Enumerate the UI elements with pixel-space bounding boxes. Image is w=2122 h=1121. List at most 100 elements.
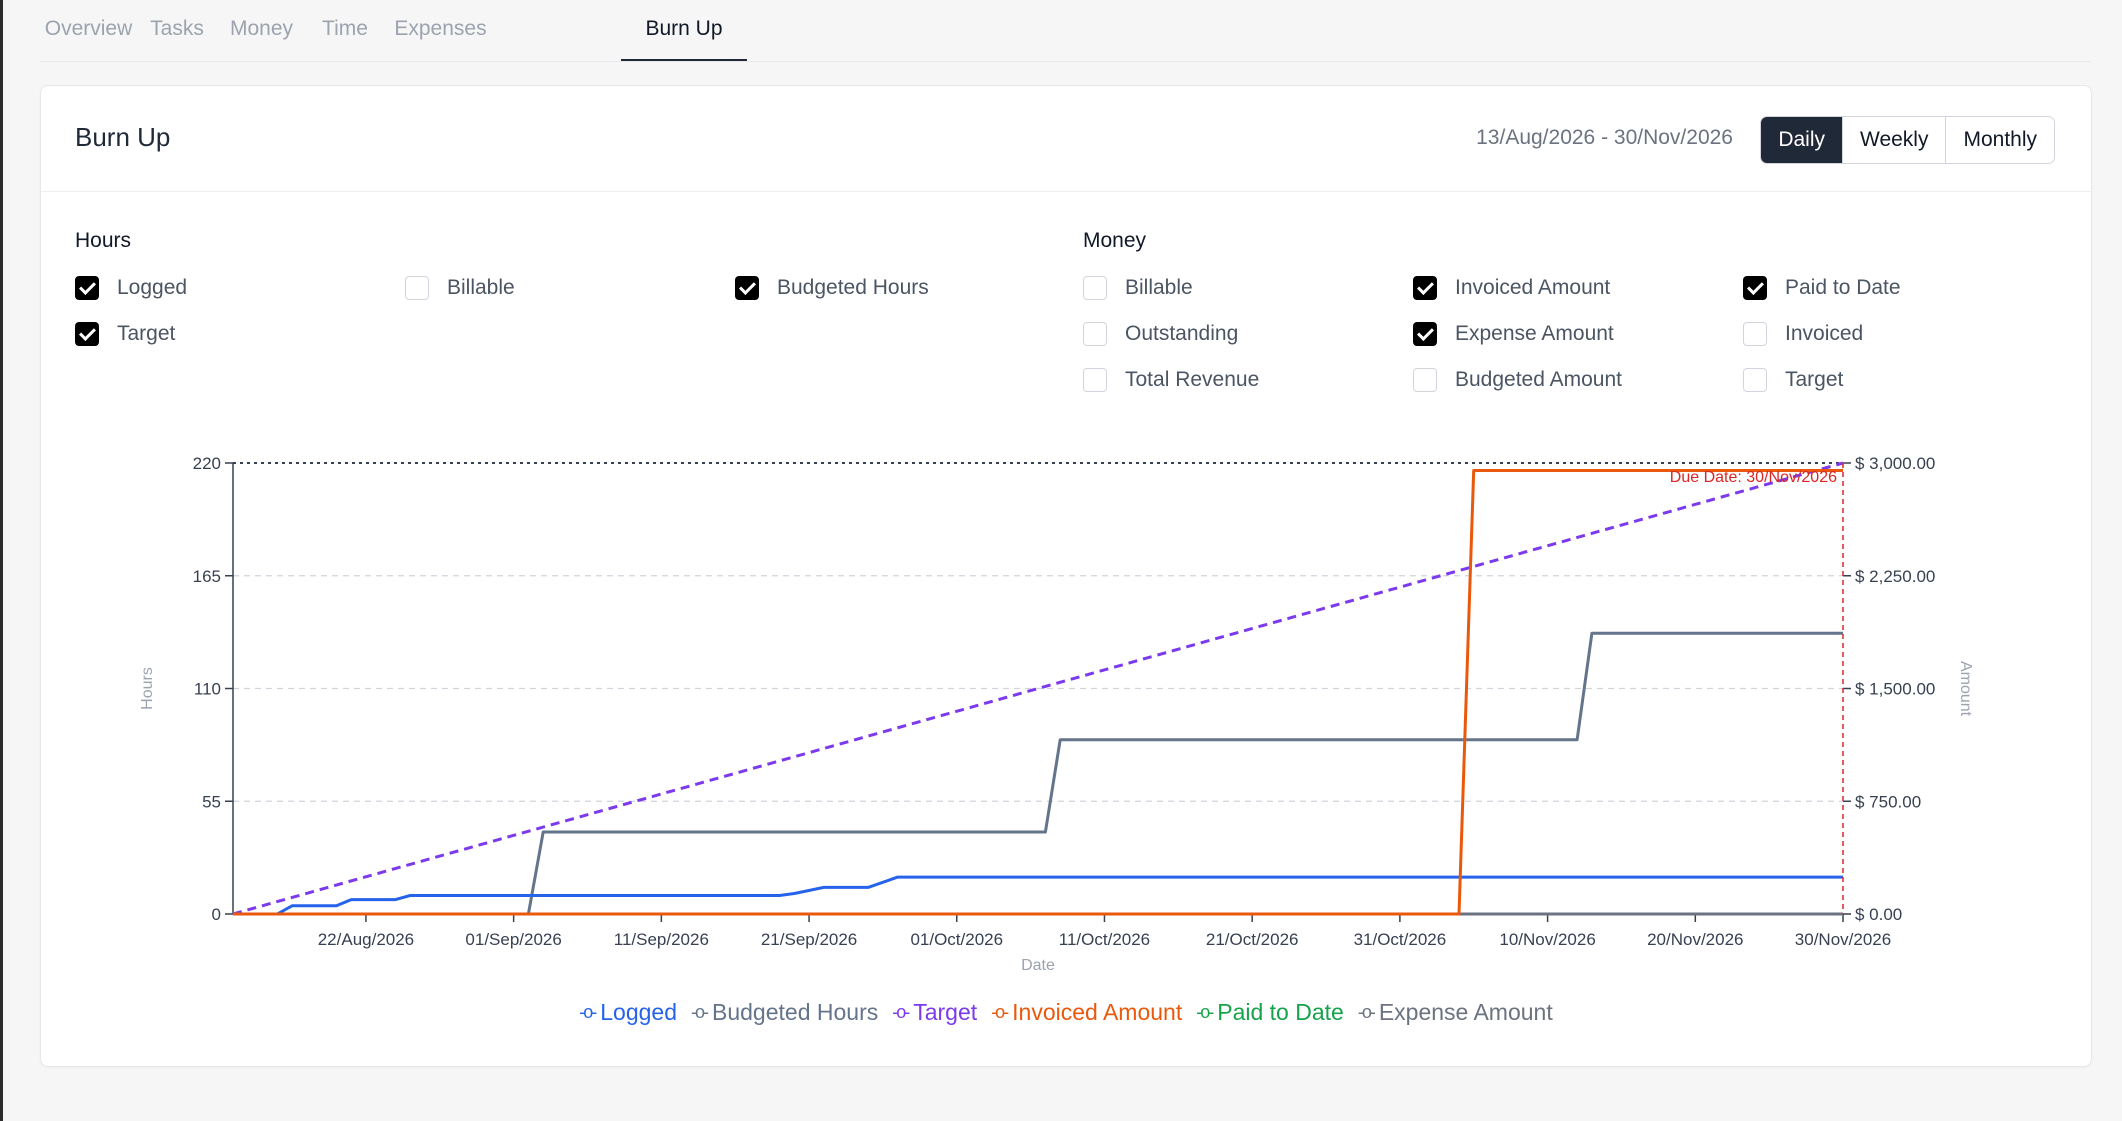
x-tick-label: 10/Nov/2026 xyxy=(1499,930,1595,949)
x-tick-label: 21/Oct/2026 xyxy=(1206,930,1299,949)
option-label: Target xyxy=(117,322,176,345)
checkbox[interactable] xyxy=(1413,322,1437,346)
x-axis-label: Date xyxy=(1021,957,1055,974)
checkbox[interactable] xyxy=(1083,322,1107,346)
hours-group-title: Hours xyxy=(75,229,132,252)
x-tick-label: 20/Nov/2026 xyxy=(1647,930,1743,949)
monthly-button[interactable]: Monthly xyxy=(1945,117,2054,163)
x-tick-label: 22/Aug/2026 xyxy=(318,930,414,949)
card-header: Burn Up 13/Aug/2026 - 30/Nov/2026 Daily … xyxy=(41,86,2091,192)
option-label: Budgeted Amount xyxy=(1455,368,1622,391)
y-left-tick-label: 0 xyxy=(212,905,221,924)
legend-label: Logged xyxy=(600,999,677,1025)
legend-item-logged[interactable]: -o- Logged xyxy=(579,999,677,1026)
option-label: Billable xyxy=(447,276,515,299)
money-paid-to-date-option[interactable]: Paid to Date xyxy=(1743,273,1901,303)
window-edge xyxy=(0,0,3,1121)
y-right-axis-label: Amount xyxy=(1957,661,1974,717)
tab-time[interactable]: Time xyxy=(322,17,368,40)
money-group-title: Money xyxy=(1083,229,1147,252)
date-range[interactable]: 13/Aug/2026 - 30/Nov/2026 xyxy=(1476,126,1733,149)
legend-item-paid-to-date[interactable]: -o- Paid to Date xyxy=(1196,999,1344,1026)
hours-billable-option[interactable]: Billable xyxy=(405,273,515,303)
series-line-target xyxy=(232,461,1844,916)
money-budgeted-amount-option[interactable]: Budgeted Amount xyxy=(1413,365,1622,395)
checkbox[interactable] xyxy=(1413,368,1437,392)
tab-tasks[interactable]: Tasks xyxy=(150,17,204,40)
option-label: Expense Amount xyxy=(1455,322,1614,345)
legend-label: Target xyxy=(913,999,978,1025)
x-tick-label: 30/Nov/2026 xyxy=(1795,930,1891,949)
y-right-tick-label: $ 3,000.00 xyxy=(1855,454,1935,473)
x-tick-label: 11/Oct/2026 xyxy=(1059,930,1150,949)
chart-legend: -o- Logged -o- Budgeted Hours -o- Target -o- In… xyxy=(41,999,2091,1026)
y-right-tick-label: $ 0.00 xyxy=(1855,905,1902,924)
y-right-tick-label: $ 750.00 xyxy=(1855,792,1921,811)
money-target-option[interactable]: Target xyxy=(1743,365,1843,395)
legend-label: Expense Amount xyxy=(1378,999,1553,1025)
option-label: Invoiced xyxy=(1785,322,1864,345)
option-label: Total Revenue xyxy=(1125,368,1260,391)
checkbox[interactable] xyxy=(1743,276,1767,300)
option-label: Outstanding xyxy=(1125,322,1239,345)
money-billable-option[interactable]: Billable xyxy=(1083,273,1193,303)
series-line-logged xyxy=(233,875,1843,916)
legend-item-expense-amount[interactable]: -o- Expense Amount xyxy=(1358,999,1553,1026)
money-outstanding-option[interactable]: Outstanding xyxy=(1083,319,1238,349)
series-line-budgeted-hours xyxy=(233,631,1843,916)
checkbox[interactable] xyxy=(735,276,759,300)
x-tick-label: 21/Sep/2026 xyxy=(761,930,857,949)
option-label: Target xyxy=(1785,368,1844,391)
legend-label: Budgeted Hours xyxy=(712,999,879,1025)
y-right-tick-label: $ 2,250.00 xyxy=(1855,567,1935,586)
daily-button[interactable]: Daily xyxy=(1761,117,1842,163)
legend-item-budgeted-hours[interactable]: -o- Budgeted Hours xyxy=(691,999,878,1026)
checkbox[interactable] xyxy=(75,276,99,300)
burn-up-card: Burn Up 13/Aug/2026 - 30/Nov/2026 Daily … xyxy=(40,85,2092,1067)
due-date-annotation: Due Date: 30/Nov/2026 xyxy=(1670,469,1837,486)
tab-money[interactable]: Money xyxy=(229,17,294,40)
x-tick-label: 01/Sep/2026 xyxy=(465,930,561,949)
legend-label: Paid to Date xyxy=(1217,999,1344,1025)
legend-marker-icon: -o- xyxy=(991,1002,1009,1022)
series-line-invoiced-amount xyxy=(233,469,1843,916)
checkbox[interactable] xyxy=(1413,276,1437,300)
tab-overview[interactable]: Overview xyxy=(44,17,133,40)
money-expense-amount-option[interactable]: Expense Amount xyxy=(1413,319,1614,349)
legend-item-target[interactable]: -o- Target xyxy=(892,999,977,1026)
legend-marker-icon: -o- xyxy=(691,1002,709,1022)
option-label: Budgeted Hours xyxy=(777,276,929,299)
legend-item-invoiced-amount[interactable]: -o- Invoiced Amount xyxy=(991,999,1182,1026)
x-tick-label: 01/Oct/2026 xyxy=(910,930,1003,949)
hours-target-option[interactable]: Target xyxy=(75,319,175,349)
hours-logged-option[interactable]: Logged xyxy=(75,273,187,303)
money-total-revenue-option[interactable]: Total Revenue xyxy=(1083,365,1259,395)
y-left-tick-label: 165 xyxy=(193,567,221,586)
checkbox[interactable] xyxy=(1743,368,1767,392)
x-tick-label: 11/Sep/2026 xyxy=(614,930,709,949)
tab-expenses[interactable]: Expenses xyxy=(394,17,487,40)
option-label: Logged xyxy=(117,276,188,299)
legend-marker-icon: -o- xyxy=(892,1002,910,1022)
checkbox[interactable] xyxy=(405,276,429,300)
weekly-button[interactable]: Weekly xyxy=(1842,117,1946,163)
money-invoiced-option[interactable]: Invoiced xyxy=(1743,319,1863,349)
checkbox[interactable] xyxy=(1083,276,1107,300)
hours-budgeted-hours-option[interactable]: Budgeted Hours xyxy=(735,273,929,303)
y-right-tick-label: $ 1,500.00 xyxy=(1855,680,1935,699)
y-left-tick-label: 220 xyxy=(193,454,221,473)
checkbox[interactable] xyxy=(75,322,99,346)
checkbox[interactable] xyxy=(1743,322,1767,346)
checkbox[interactable] xyxy=(1083,368,1107,392)
tab-burn-up[interactable]: Burn Up xyxy=(621,0,747,61)
legend-marker-icon: -o- xyxy=(1196,1002,1214,1022)
legend-label: Invoiced Amount xyxy=(1012,999,1183,1025)
y-left-tick-label: 55 xyxy=(202,792,221,811)
y-left-axis-label: Hours xyxy=(139,667,156,710)
card-title: Burn Up xyxy=(75,122,171,152)
tab-bar: Overview Tasks Money Time Expenses Burn … xyxy=(40,0,2090,62)
granularity-toggle: Daily Weekly Monthly xyxy=(1760,116,2055,164)
burn-up-chart: 0 55 110 165 220 $ 0.00 $ 750.00 $ 1,500.00 $ 2,… xyxy=(139,454,1974,974)
money-invoiced-amount-option[interactable]: Invoiced Amount xyxy=(1413,273,1610,303)
legend-marker-icon: -o- xyxy=(579,1002,597,1022)
